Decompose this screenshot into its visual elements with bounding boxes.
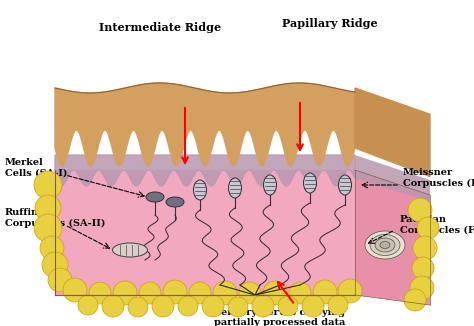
Circle shape bbox=[34, 214, 62, 242]
Circle shape bbox=[239, 282, 261, 304]
Text: Merkel
Cells (SA-I): Merkel Cells (SA-I) bbox=[5, 158, 67, 178]
Ellipse shape bbox=[303, 173, 317, 193]
Circle shape bbox=[302, 295, 324, 317]
Ellipse shape bbox=[365, 231, 405, 259]
Circle shape bbox=[163, 280, 187, 304]
Circle shape bbox=[42, 252, 68, 278]
Circle shape bbox=[338, 279, 362, 303]
Circle shape bbox=[189, 282, 211, 304]
Ellipse shape bbox=[380, 242, 390, 248]
Circle shape bbox=[128, 297, 148, 317]
Text: Intermediate Ridge: Intermediate Ridge bbox=[99, 22, 221, 33]
Text: Sensory nerves carrying
partially processed data: Sensory nerves carrying partially proces… bbox=[214, 308, 346, 326]
Text: Pacinian
Corpuscles (FA-II): Pacinian Corpuscles (FA-II) bbox=[400, 215, 474, 235]
Polygon shape bbox=[55, 155, 355, 186]
Ellipse shape bbox=[228, 178, 241, 198]
Polygon shape bbox=[355, 155, 430, 202]
Circle shape bbox=[178, 296, 198, 316]
Circle shape bbox=[263, 281, 287, 305]
Circle shape bbox=[412, 257, 434, 279]
Circle shape bbox=[35, 195, 61, 221]
Ellipse shape bbox=[112, 243, 147, 257]
Text: Papillary Ridge: Papillary Ridge bbox=[282, 18, 378, 29]
Circle shape bbox=[252, 295, 274, 317]
Ellipse shape bbox=[146, 192, 164, 202]
Ellipse shape bbox=[338, 175, 352, 195]
Circle shape bbox=[40, 236, 64, 260]
Circle shape bbox=[328, 295, 348, 315]
Text: Ruffini
Corpuscles (SA-II): Ruffini Corpuscles (SA-II) bbox=[5, 208, 105, 228]
Ellipse shape bbox=[264, 175, 276, 195]
Polygon shape bbox=[355, 170, 430, 305]
Circle shape bbox=[152, 295, 174, 317]
Ellipse shape bbox=[166, 197, 184, 207]
Circle shape bbox=[48, 268, 72, 292]
Circle shape bbox=[313, 280, 337, 304]
Circle shape bbox=[202, 295, 224, 317]
Circle shape bbox=[34, 171, 62, 199]
Circle shape bbox=[213, 281, 237, 305]
Text: Meissner
Corpuscles (FA-I): Meissner Corpuscles (FA-I) bbox=[403, 168, 474, 188]
Ellipse shape bbox=[375, 238, 395, 252]
Circle shape bbox=[78, 295, 98, 315]
Circle shape bbox=[408, 198, 432, 222]
Polygon shape bbox=[55, 83, 355, 166]
Circle shape bbox=[289, 282, 311, 304]
Circle shape bbox=[113, 281, 137, 305]
Ellipse shape bbox=[370, 234, 400, 256]
Circle shape bbox=[410, 276, 434, 300]
Circle shape bbox=[404, 289, 426, 311]
Polygon shape bbox=[355, 88, 430, 176]
Circle shape bbox=[413, 236, 437, 260]
Circle shape bbox=[63, 278, 87, 302]
Circle shape bbox=[228, 297, 248, 317]
Circle shape bbox=[278, 296, 298, 316]
Circle shape bbox=[139, 282, 161, 304]
Circle shape bbox=[102, 295, 124, 317]
Polygon shape bbox=[55, 170, 355, 295]
Circle shape bbox=[89, 282, 111, 304]
Circle shape bbox=[417, 217, 439, 239]
Ellipse shape bbox=[193, 180, 207, 200]
